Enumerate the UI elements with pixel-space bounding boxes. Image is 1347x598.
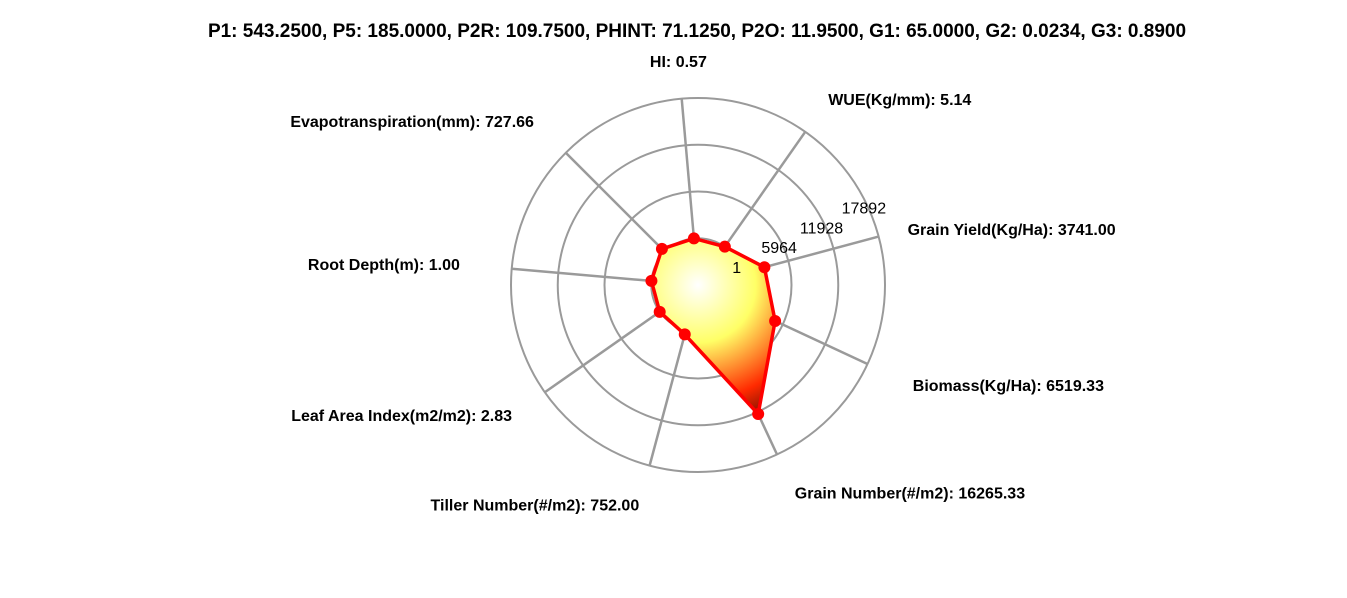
axis-label: Tiller Number(#/m2): 752.00 (431, 497, 640, 514)
axis-label: HI: 0.57 (650, 54, 707, 71)
data-point (687, 232, 700, 245)
radial-tick-label: 11928 (800, 220, 843, 237)
axis-label: Root Depth(m): 1.00 (308, 257, 460, 274)
data-point (758, 261, 771, 274)
axis-label: Evapotranspiration(mm): 727.66 (290, 114, 534, 131)
series-polygon (649, 236, 777, 416)
radial-tick-label: 17892 (842, 201, 887, 218)
data-point (678, 328, 691, 341)
grid-spoke (511, 267, 652, 283)
data-point (653, 305, 666, 318)
data-point (655, 242, 668, 255)
axis-label: Grain Number(#/m2): 16265.33 (795, 486, 1025, 503)
chart-title: P1: 543.2500, P5: 185.0000, P2R: 109.750… (208, 21, 1186, 42)
grid-spoke (544, 310, 661, 394)
axis-labels: Grain Yield(Kg/Ha): 3741.00 WUE(Kg/mm): 5… (290, 54, 1115, 514)
grid-spoke (648, 329, 688, 466)
axis-label: Leaf Area Index(m2/m2): 2.83 (291, 408, 512, 425)
grid-spoke (723, 131, 807, 248)
data-point (769, 314, 782, 327)
radial-tick-label: 1 (732, 260, 741, 277)
grid-ring (510, 97, 886, 473)
data-point (752, 408, 765, 421)
radial-tick-label: 5964 (761, 240, 797, 257)
grid-spoke (564, 151, 666, 253)
data-point (718, 240, 731, 253)
grid-ring (556, 143, 840, 427)
axis-label: WUE(Kg/mm): 5.14 (828, 92, 971, 109)
axis-label: Biomass(Kg/Ha): 6519.33 (913, 378, 1104, 395)
grid-ring (603, 190, 793, 380)
axis-label: Grain Yield(Kg/Ha): 3741.00 (908, 222, 1116, 239)
data-point (645, 274, 658, 287)
data-series (645, 232, 782, 421)
grid-spoke (680, 98, 696, 239)
